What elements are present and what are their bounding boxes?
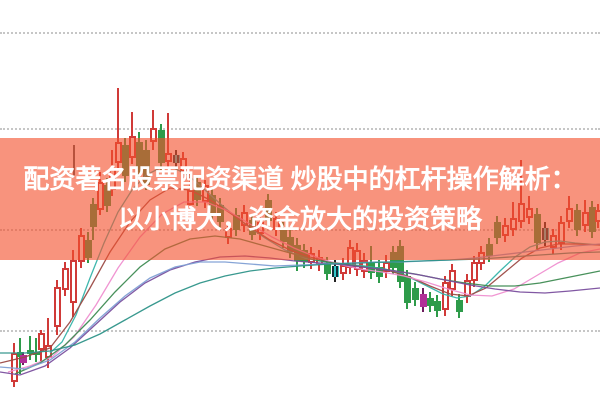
candle xyxy=(45,345,52,358)
gridline xyxy=(0,330,600,332)
candle xyxy=(11,353,18,382)
candle xyxy=(404,276,411,303)
promo-banner: 配资著名股票配资渠道 炒股中的杠杆操作解析： 以小博大，资金放大的投资策略 xyxy=(0,138,600,260)
candle xyxy=(361,260,368,272)
candle xyxy=(54,287,61,327)
candle xyxy=(449,270,456,290)
candle xyxy=(427,298,434,306)
candle xyxy=(368,263,375,273)
candle xyxy=(62,268,69,290)
candle xyxy=(471,262,478,281)
candle xyxy=(456,300,463,312)
candle-wick xyxy=(47,318,49,368)
banner-title-line-1: 配资著名股票配资渠道 炒股中的杠杆操作解析： xyxy=(23,164,577,194)
gridline xyxy=(0,128,600,130)
candle xyxy=(412,288,419,300)
candle xyxy=(20,355,27,363)
candle xyxy=(464,280,471,297)
candle xyxy=(332,266,339,277)
candle xyxy=(420,294,427,307)
banner-title-line-2: 以小博大，资金放大的投资策略 xyxy=(117,204,482,234)
candle-wick xyxy=(29,336,31,360)
candle xyxy=(434,301,441,311)
candle xyxy=(70,260,77,303)
candle xyxy=(376,267,383,277)
candle xyxy=(38,333,45,350)
candle xyxy=(33,352,40,355)
candle xyxy=(324,264,331,274)
gridline xyxy=(0,32,600,34)
candle-wick xyxy=(35,338,37,362)
candle-wick xyxy=(117,88,119,170)
candle xyxy=(383,262,390,272)
candle xyxy=(442,282,449,310)
candle xyxy=(340,265,347,274)
